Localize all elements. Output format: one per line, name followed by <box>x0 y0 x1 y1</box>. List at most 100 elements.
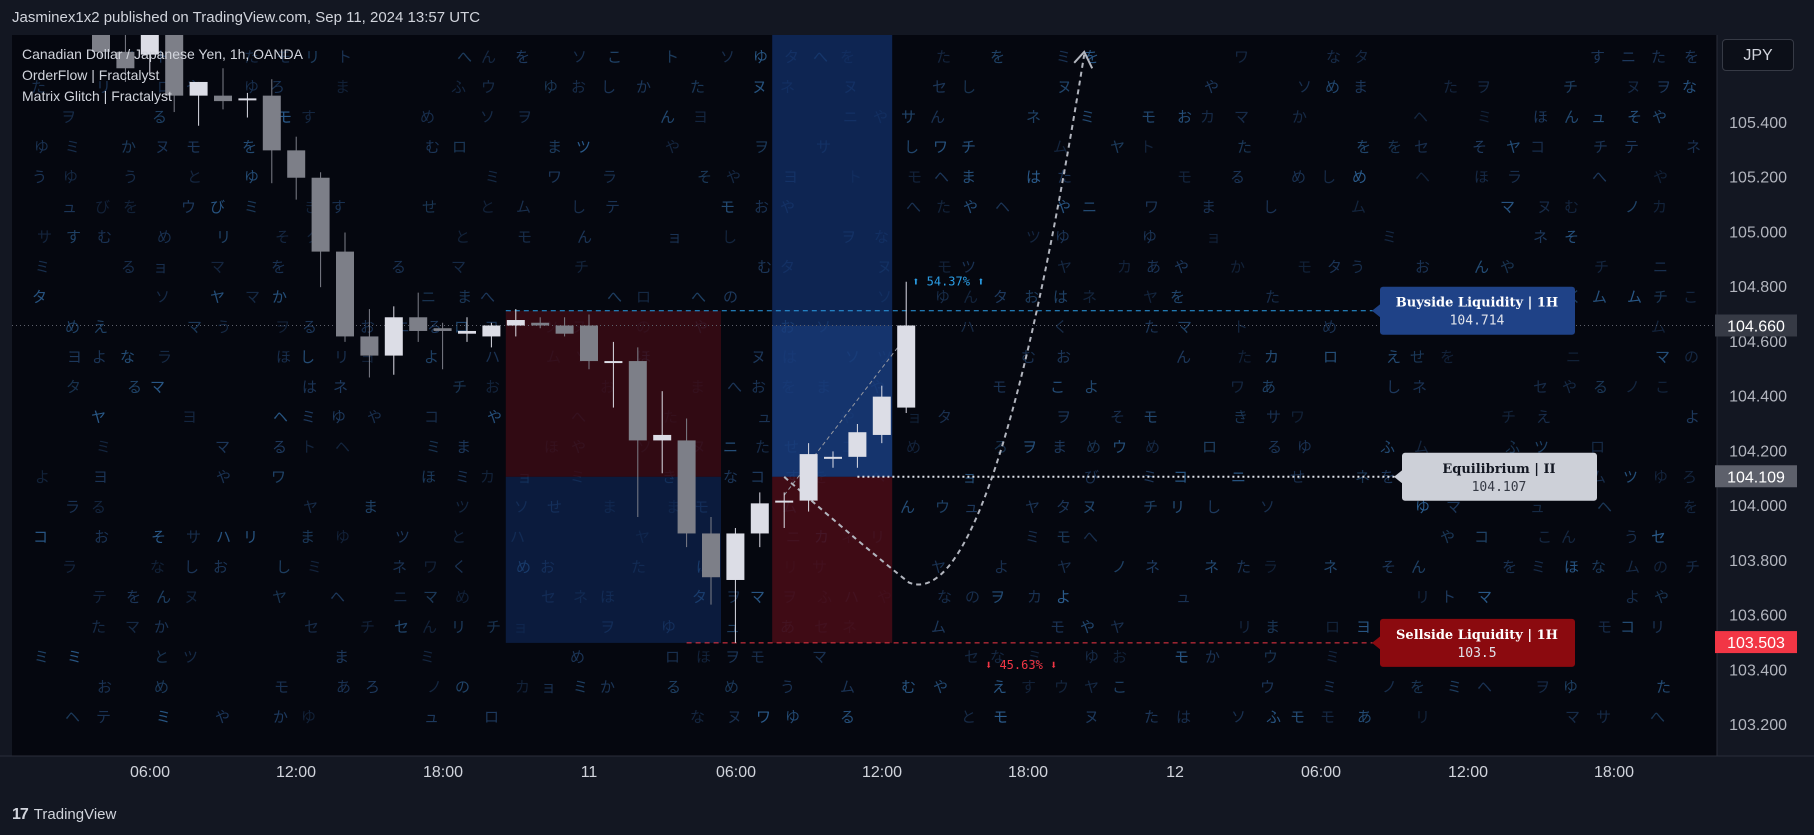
matrix-glyph: ハ <box>216 528 231 546</box>
matrix-glyph: リ <box>243 528 258 546</box>
matrix-glyph: の <box>965 588 980 606</box>
time-axis[interactable]: 06:00 12:00 18:00 11 06:00 12:00 18:00 12 06:00 1… <box>0 755 1814 835</box>
matrix-glyph: め <box>1325 78 1340 96</box>
matrix-glyph: リ <box>96 78 111 96</box>
candle-body <box>799 454 818 501</box>
matrix-glyph: へ <box>691 288 706 306</box>
price-tick-label: 103.200 <box>1729 717 1787 734</box>
matrix-glyph: ヲ <box>61 108 76 126</box>
matrix-glyph: し <box>722 228 737 246</box>
matrix-glyph: ト <box>664 48 679 66</box>
candle-body <box>750 503 769 534</box>
matrix-glyph: ソ <box>572 48 587 66</box>
matrix-glyph: の <box>723 288 738 306</box>
matrix-glyph: ゆ <box>543 78 558 96</box>
candle-body <box>872 396 891 435</box>
matrix-glyph: る <box>127 378 142 396</box>
matrix-glyph: を <box>1410 678 1425 696</box>
matrix-glyph: ム <box>1053 138 1068 156</box>
matrix-glyph: ん <box>660 108 675 126</box>
price-axis[interactable]: 105.400 105.200 105.000 104.800 104.600 104.4… <box>1715 35 1814 756</box>
matrix-glyph: ほ <box>696 648 711 666</box>
matrix-glyph: を <box>271 258 286 276</box>
matrix-glyph: ヲ <box>275 318 290 336</box>
equilibrium-label: Equilibrium | II 104.107 <box>1394 452 1597 501</box>
matrix-glyph: め <box>906 438 921 456</box>
matrix-glyph: や <box>1500 258 1515 276</box>
matrix-glyph: ワ <box>547 168 562 186</box>
candle-body <box>262 95 281 151</box>
matrix-glyph: ミ <box>1080 108 1095 126</box>
matrix-glyph: ん <box>1176 348 1191 366</box>
matrix-glyph: ヲ <box>726 588 741 606</box>
symbol-legend[interactable]: Canadian Dollar / Japanese Yen, 1h, OAND… <box>22 46 303 62</box>
matrix-glyph: め <box>1145 438 1160 456</box>
matrix-glyph: な <box>990 648 1005 666</box>
matrix-glyph: ソ <box>720 48 735 66</box>
matrix-glyph: を <box>1684 48 1699 66</box>
matrix-glyph: か <box>272 288 287 306</box>
matrix-glyph: た <box>1237 138 1252 156</box>
matrix-glyph: る <box>840 708 855 726</box>
matrix-glyph: ュ <box>757 408 772 426</box>
matrix-glyph: ヤ <box>1143 288 1158 306</box>
sellside-liquidity-label: Sellside Liquidity | 1H 103.5 <box>1372 618 1575 667</box>
matrix-glyph: た <box>1057 168 1072 186</box>
matrix-glyph: ソ <box>155 288 170 306</box>
matrix-glyph: し <box>1206 498 1221 516</box>
matrix-glyph: ト <box>301 438 316 456</box>
matrix-glyph: ハ <box>485 348 500 366</box>
matrix-glyph: リ <box>451 618 466 636</box>
matrix-glyph: は <box>1176 708 1191 726</box>
indicator-matrix-legend[interactable]: Matrix Glitch | Fractalyst <box>22 88 172 104</box>
matrix-glyph: ワ <box>933 138 948 156</box>
time-tick-label: 18:00 <box>1594 764 1634 781</box>
matrix-glyph: ヌ <box>751 348 766 366</box>
candle-body <box>555 325 574 334</box>
matrix-glyph: ツ <box>1534 438 1549 456</box>
matrix-glyph: し <box>1386 378 1401 396</box>
matrix-glyph: な <box>150 558 165 576</box>
matrix-glyph: む <box>97 228 112 246</box>
matrix-glyph: や <box>216 468 231 486</box>
matrix-glyph: ュ <box>62 198 77 216</box>
currency-button[interactable]: JPY <box>1722 39 1794 71</box>
matrix-glyph: お <box>360 318 375 336</box>
footer-brand[interactable]: TradingView <box>33 806 117 823</box>
matrix-glyph: へ <box>480 288 495 306</box>
matrix-glyph: モ <box>1174 648 1189 666</box>
time-tick-label: 11 <box>581 764 598 781</box>
matrix-glyph: ラ <box>62 558 77 576</box>
matrix-glyph: と <box>187 168 202 186</box>
matrix-glyph: た <box>1651 48 1666 66</box>
matrix-glyph: し <box>904 138 919 156</box>
matrix-glyph: ろ <box>270 78 285 96</box>
matrix-glyph: ヌ <box>1537 198 1552 216</box>
matrix-glyph: コ <box>750 468 765 486</box>
matrix-glitch-layer: たゆうサミタよコミヲミゆュすめヨタララミヘリびむえよヤミヨるおテたおテノかうをる… <box>31 48 1701 726</box>
matrix-glyph: ほ <box>1564 558 1579 576</box>
matrix-glyph: ヲ <box>1476 78 1491 96</box>
matrix-glyph: マ <box>1500 198 1515 216</box>
matrix-glyph: コ <box>424 408 439 426</box>
matrix-glyph: ツ <box>576 138 591 156</box>
matrix-glyph: そ <box>1472 138 1487 156</box>
matrix-glyph: チ <box>1593 138 1608 156</box>
matrix-glyph: ミ <box>1382 228 1397 246</box>
matrix-glyph: そ <box>697 168 712 186</box>
matrix-glyph: し <box>1263 198 1278 216</box>
matrix-glyph: カ <box>480 468 495 486</box>
matrix-glyph: ヌ <box>184 588 199 606</box>
matrix-glyph: ヤ <box>91 408 106 426</box>
time-tick-label: 12:00 <box>276 764 316 781</box>
price-tick-label: 103.600 <box>1729 608 1787 625</box>
matrix-glyph: モ <box>750 648 765 666</box>
matrix-glyph: チ <box>961 138 976 156</box>
time-tick-label: 18:00 <box>1008 764 1048 781</box>
indicator-orderflow-legend[interactable]: OrderFlow | Fractalyst <box>22 67 160 83</box>
matrix-glyph: ん <box>1474 258 1489 276</box>
matrix-glyph: カ <box>515 678 530 696</box>
matrix-glyph: こ <box>1050 378 1065 396</box>
candle-body <box>458 330 476 334</box>
